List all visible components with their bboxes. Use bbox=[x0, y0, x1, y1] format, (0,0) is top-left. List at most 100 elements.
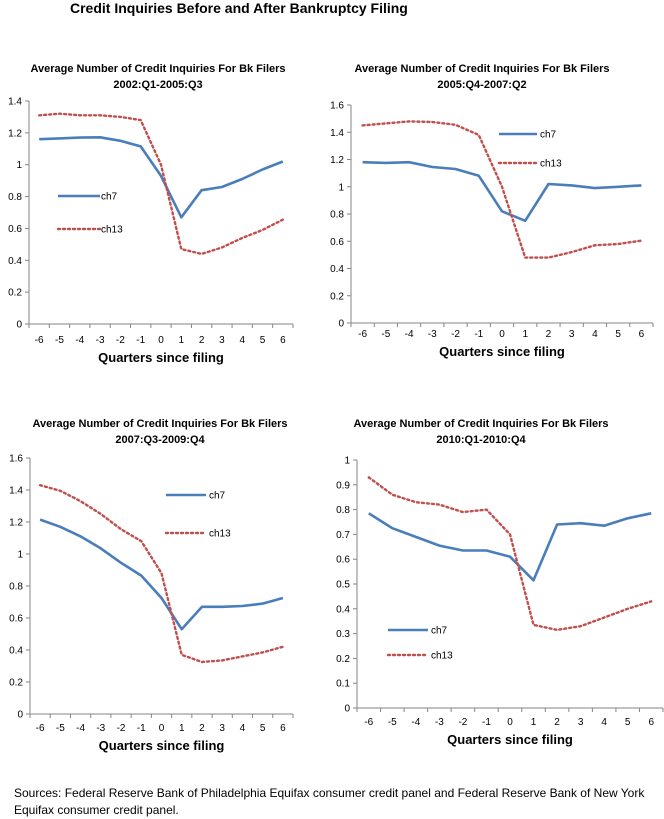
ch13-series-line bbox=[38, 112, 284, 256]
x-tick-label: 4 bbox=[240, 723, 246, 734]
chart-title: Average Number of Credit Inquiries For B… bbox=[32, 418, 287, 430]
y-tick-label: 0.2 bbox=[9, 678, 23, 689]
y-tick-label: 1.4 bbox=[9, 486, 23, 497]
y-tick-label: 1.4 bbox=[330, 128, 344, 139]
x-tick-label: 3 bbox=[219, 335, 225, 346]
y-tick-label: 0 bbox=[17, 710, 23, 721]
x-tick-label: -2 bbox=[116, 335, 125, 346]
x-tick-label: -3 bbox=[435, 717, 444, 728]
x-tick-label: 3 bbox=[569, 329, 575, 340]
x-tick-label: 1 bbox=[531, 717, 537, 728]
y-tick-label: 0.8 bbox=[336, 505, 350, 516]
x-tick-label: 2 bbox=[199, 335, 205, 346]
x-tick-label: 2 bbox=[554, 717, 560, 728]
legend-ch13-label: ch13 bbox=[209, 529, 231, 540]
chart-subtitle: 2005:Q4-2007:Q2 bbox=[437, 79, 526, 91]
x-tick-label: 6 bbox=[648, 717, 654, 728]
x-axis-title: Quarters since filing bbox=[98, 350, 224, 365]
legend-ch13-label: ch13 bbox=[540, 159, 562, 170]
x-tick-label: -4 bbox=[75, 335, 84, 346]
y-tick-label: 1.6 bbox=[9, 454, 23, 465]
y-tick-label: 1.2 bbox=[330, 155, 344, 166]
chart-subtitle: 2007:Q3-2009:Q4 bbox=[115, 434, 205, 446]
x-axis-title: Quarters since filing bbox=[99, 738, 225, 753]
x-tick-label: 0 bbox=[159, 723, 165, 734]
y-tick-label: 1 bbox=[338, 182, 344, 193]
x-tick-label: -1 bbox=[136, 335, 145, 346]
chart-subtitle: 2010:Q1-2010:Q4 bbox=[436, 434, 526, 446]
x-tick-label: -4 bbox=[411, 717, 420, 728]
y-tick-label: 0.8 bbox=[330, 210, 344, 221]
page-title: Credit Inquiries Before and After Bankru… bbox=[70, 0, 408, 16]
legend-ch7-label: ch7 bbox=[209, 491, 226, 502]
y-tick-label: 0.8 bbox=[8, 192, 22, 203]
x-tick-label: -6 bbox=[36, 723, 45, 734]
y-tick-label: 1.6 bbox=[330, 101, 344, 112]
y-tick-label: 0.6 bbox=[9, 614, 23, 625]
legend-ch7-label: ch7 bbox=[540, 130, 557, 141]
chart-subtitle: 2002:Q1-2005:Q3 bbox=[113, 79, 202, 91]
y-tick-label: 0.2 bbox=[330, 291, 344, 302]
x-tick-label: 4 bbox=[592, 329, 598, 340]
x-tick-label: -6 bbox=[364, 717, 373, 728]
y-tick-label: 0.4 bbox=[8, 256, 22, 267]
x-axis-title: Quarters since filing bbox=[447, 732, 573, 747]
y-tick-label: 1 bbox=[17, 550, 23, 561]
y-tick-label: 0.2 bbox=[8, 288, 22, 299]
ch7-series-line bbox=[39, 518, 284, 631]
x-tick-label: 1 bbox=[179, 723, 185, 734]
ch13-series-line bbox=[38, 484, 285, 664]
x-tick-label: -1 bbox=[474, 329, 483, 340]
y-tick-label: 0 bbox=[338, 319, 344, 330]
y-tick-label: 0 bbox=[16, 320, 22, 331]
x-tick-label: 5 bbox=[260, 335, 266, 346]
y-tick-label: 1 bbox=[16, 160, 22, 171]
y-tick-label: 0.3 bbox=[336, 629, 350, 640]
chart-title: Average Number of Credit Inquiries For B… bbox=[353, 418, 608, 430]
y-tick-label: 1.2 bbox=[9, 518, 23, 529]
x-axis-title: Quarters since filing bbox=[439, 344, 565, 359]
chart-title: Average Number of Credit Inquiries For B… bbox=[354, 63, 609, 75]
y-tick-label: 0.4 bbox=[9, 646, 23, 657]
x-tick-label: 6 bbox=[280, 335, 286, 346]
x-tick-label: 4 bbox=[239, 335, 245, 346]
x-tick-label: -3 bbox=[96, 335, 105, 346]
y-tick-label: 1.4 bbox=[8, 97, 22, 108]
y-tick-label: 0.2 bbox=[336, 654, 350, 665]
legend-ch13-label: ch13 bbox=[101, 225, 123, 236]
y-tick-label: 1.2 bbox=[8, 128, 22, 139]
x-tick-label: -5 bbox=[55, 335, 64, 346]
x-tick-label: 5 bbox=[615, 329, 621, 340]
legend-ch7-label: ch7 bbox=[431, 626, 448, 637]
ch7-series-line bbox=[362, 160, 642, 223]
x-tick-label: 3 bbox=[219, 723, 225, 734]
y-tick-label: 1 bbox=[344, 456, 350, 467]
x-tick-label: 5 bbox=[625, 717, 631, 728]
x-tick-label: 6 bbox=[280, 723, 286, 734]
legend-ch13-label: ch13 bbox=[431, 651, 453, 662]
ch7-series-line bbox=[368, 512, 652, 582]
x-tick-label: -2 bbox=[451, 329, 460, 340]
x-tick-label: 2 bbox=[199, 723, 205, 734]
x-tick-label: -3 bbox=[96, 723, 105, 734]
legend-ch7-label: ch7 bbox=[101, 192, 118, 203]
x-tick-label: 4 bbox=[601, 717, 607, 728]
x-tick-label: 3 bbox=[578, 717, 584, 728]
y-tick-label: 0.1 bbox=[336, 679, 350, 690]
y-tick-label: 0.8 bbox=[9, 582, 23, 593]
x-tick-label: -2 bbox=[458, 717, 467, 728]
ch13-series-line bbox=[361, 120, 643, 259]
y-tick-label: 0.7 bbox=[336, 530, 350, 541]
x-tick-label: -2 bbox=[117, 723, 126, 734]
x-tick-label: 0 bbox=[499, 329, 505, 340]
x-tick-label: -6 bbox=[358, 329, 367, 340]
x-tick-label: 1 bbox=[179, 335, 185, 346]
x-tick-label: -5 bbox=[381, 329, 390, 340]
x-tick-label: -5 bbox=[56, 723, 65, 734]
y-tick-label: 0.4 bbox=[330, 264, 344, 275]
ch7-series-line bbox=[39, 136, 284, 219]
x-tick-label: 0 bbox=[507, 717, 513, 728]
y-tick-label: 0 bbox=[344, 704, 350, 715]
x-tick-label: 5 bbox=[260, 723, 266, 734]
